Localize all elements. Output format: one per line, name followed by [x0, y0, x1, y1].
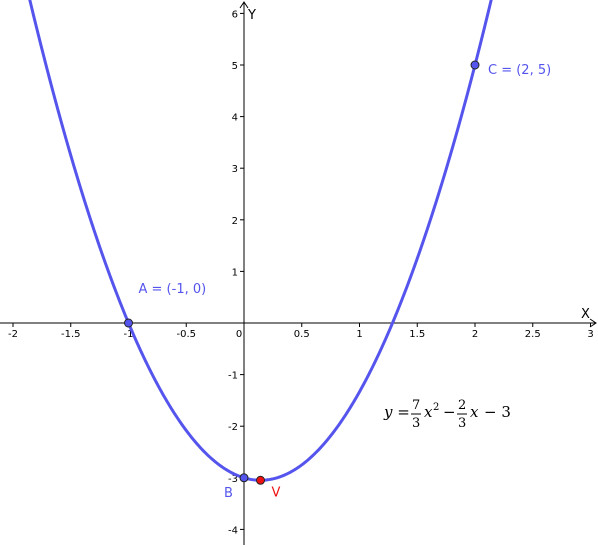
- x-axis-arrow: [589, 318, 597, 328]
- point-c: [470, 60, 480, 70]
- y-tick-label: -3: [228, 474, 238, 485]
- svg-text:2: 2: [433, 402, 439, 413]
- equation-label: y = 7 3 x 2 − 2 3 x − 3: [383, 398, 511, 431]
- y-tick-label: 6: [232, 9, 238, 20]
- point-a-label: A = (-1, 0): [139, 282, 207, 297]
- svg-text:3: 3: [458, 416, 466, 431]
- svg-text:− 3: − 3: [484, 403, 511, 421]
- parabola-curve: [28, 0, 493, 482]
- x-tick-label: 0: [236, 329, 242, 340]
- y-axis-arrow: [239, 1, 249, 9]
- y-axis-label: Y: [247, 8, 256, 23]
- point-v: [256, 475, 266, 485]
- point-b-label: B: [224, 486, 233, 501]
- y-tick-label: -1: [228, 371, 238, 382]
- x-axis-label: X: [581, 307, 590, 322]
- svg-text:−: −: [443, 403, 456, 421]
- y-tick-label: -2: [228, 422, 238, 433]
- x-tick-label: 0.5: [294, 329, 310, 340]
- point-b: [239, 473, 249, 483]
- y-tick-label: -4: [228, 525, 238, 536]
- svg-text:x: x: [424, 403, 433, 421]
- data-points: A = (-1, 0) B C = (2, 5) V: [124, 60, 551, 501]
- y-tick-label: 1: [232, 267, 238, 278]
- x-tick-label: -1: [124, 329, 134, 340]
- x-tick-label: -2: [8, 329, 18, 340]
- y-tick-label: 2: [232, 216, 238, 227]
- y-tick-label: 4: [232, 113, 238, 124]
- x-tick-label: 2.5: [525, 329, 541, 340]
- x-tick-label: 1: [356, 329, 362, 340]
- y-tick-label: 3: [232, 164, 238, 175]
- x-tick-label: -1.5: [61, 329, 81, 340]
- svg-text:y =: y =: [383, 403, 410, 421]
- svg-text:2: 2: [458, 398, 466, 413]
- svg-text:3: 3: [412, 416, 420, 431]
- axis-ticks: -2 -1.5 -1 -0.5 0 0.5 1 1.5 2 2.5 3 -4 -3 -2 -1 1 2 3 4 5 6: [8, 9, 594, 536]
- point-a: [124, 318, 133, 328]
- svg-text:x: x: [470, 403, 479, 421]
- x-tick-label: 2: [472, 329, 478, 340]
- x-tick-label: 3: [587, 329, 593, 340]
- point-c-label: C = (2, 5): [488, 63, 551, 78]
- x-tick-label: -0.5: [176, 329, 196, 340]
- svg-text:7: 7: [412, 398, 420, 413]
- point-v-label: V: [272, 485, 281, 500]
- x-tick-label: 1.5: [409, 329, 425, 340]
- y-tick-label: 5: [232, 61, 238, 72]
